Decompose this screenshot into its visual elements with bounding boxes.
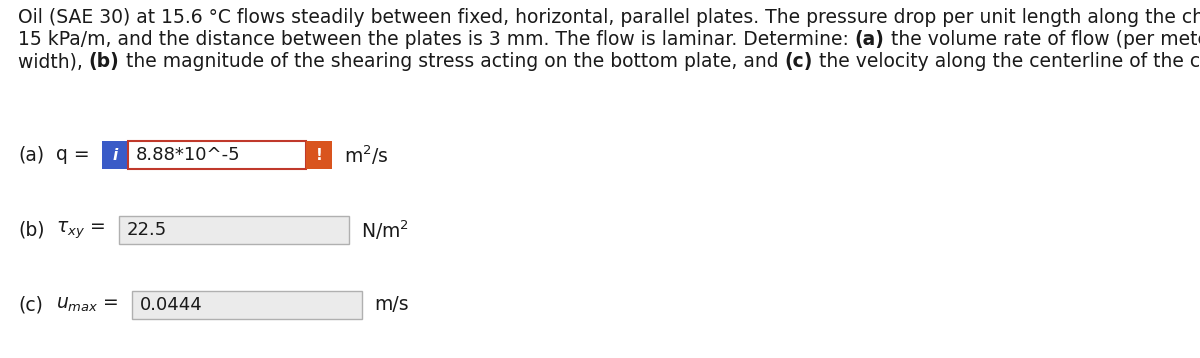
- Text: (b): (b): [89, 52, 120, 71]
- Text: Oil (SAE 30) at 15.6 °C flows steadily between fixed, horizontal, parallel plate: Oil (SAE 30) at 15.6 °C flows steadily b…: [18, 8, 1200, 27]
- Text: the magnitude of the shearing stress acting on the bottom plate, and: the magnitude of the shearing stress act…: [120, 52, 785, 71]
- Text: (b): (b): [18, 221, 44, 240]
- Text: the volume rate of flow (per meter of: the volume rate of flow (per meter of: [884, 30, 1200, 49]
- FancyBboxPatch shape: [306, 141, 332, 169]
- FancyBboxPatch shape: [102, 141, 128, 169]
- Text: !: !: [316, 147, 323, 163]
- Text: width),: width),: [18, 52, 89, 71]
- Text: N/m$^2$: N/m$^2$: [361, 218, 409, 242]
- Text: $\tau_{xy}$ =: $\tau_{xy}$ =: [56, 219, 106, 241]
- Text: i: i: [113, 147, 118, 163]
- Text: the velocity along the centerline of the channel.: the velocity along the centerline of the…: [812, 52, 1200, 71]
- FancyBboxPatch shape: [119, 216, 349, 244]
- Text: (a): (a): [18, 145, 44, 164]
- Text: (c): (c): [18, 295, 43, 314]
- FancyBboxPatch shape: [132, 291, 362, 319]
- Text: 15 kPa/m, and the distance between the plates is 3 mm. The flow is laminar. Dete: 15 kPa/m, and the distance between the p…: [18, 30, 854, 49]
- Text: 8.88*10^-5: 8.88*10^-5: [136, 146, 241, 164]
- Text: m/s: m/s: [374, 295, 409, 314]
- Text: q =: q =: [56, 145, 90, 164]
- Text: m$^2$/s: m$^2$/s: [344, 143, 389, 167]
- Text: 0.0444: 0.0444: [140, 296, 203, 314]
- Text: (a): (a): [854, 30, 884, 49]
- Text: 22.5: 22.5: [127, 221, 167, 239]
- FancyBboxPatch shape: [128, 141, 306, 169]
- Text: (c): (c): [785, 52, 812, 71]
- Text: $u_{max}$ =: $u_{max}$ =: [56, 295, 119, 314]
